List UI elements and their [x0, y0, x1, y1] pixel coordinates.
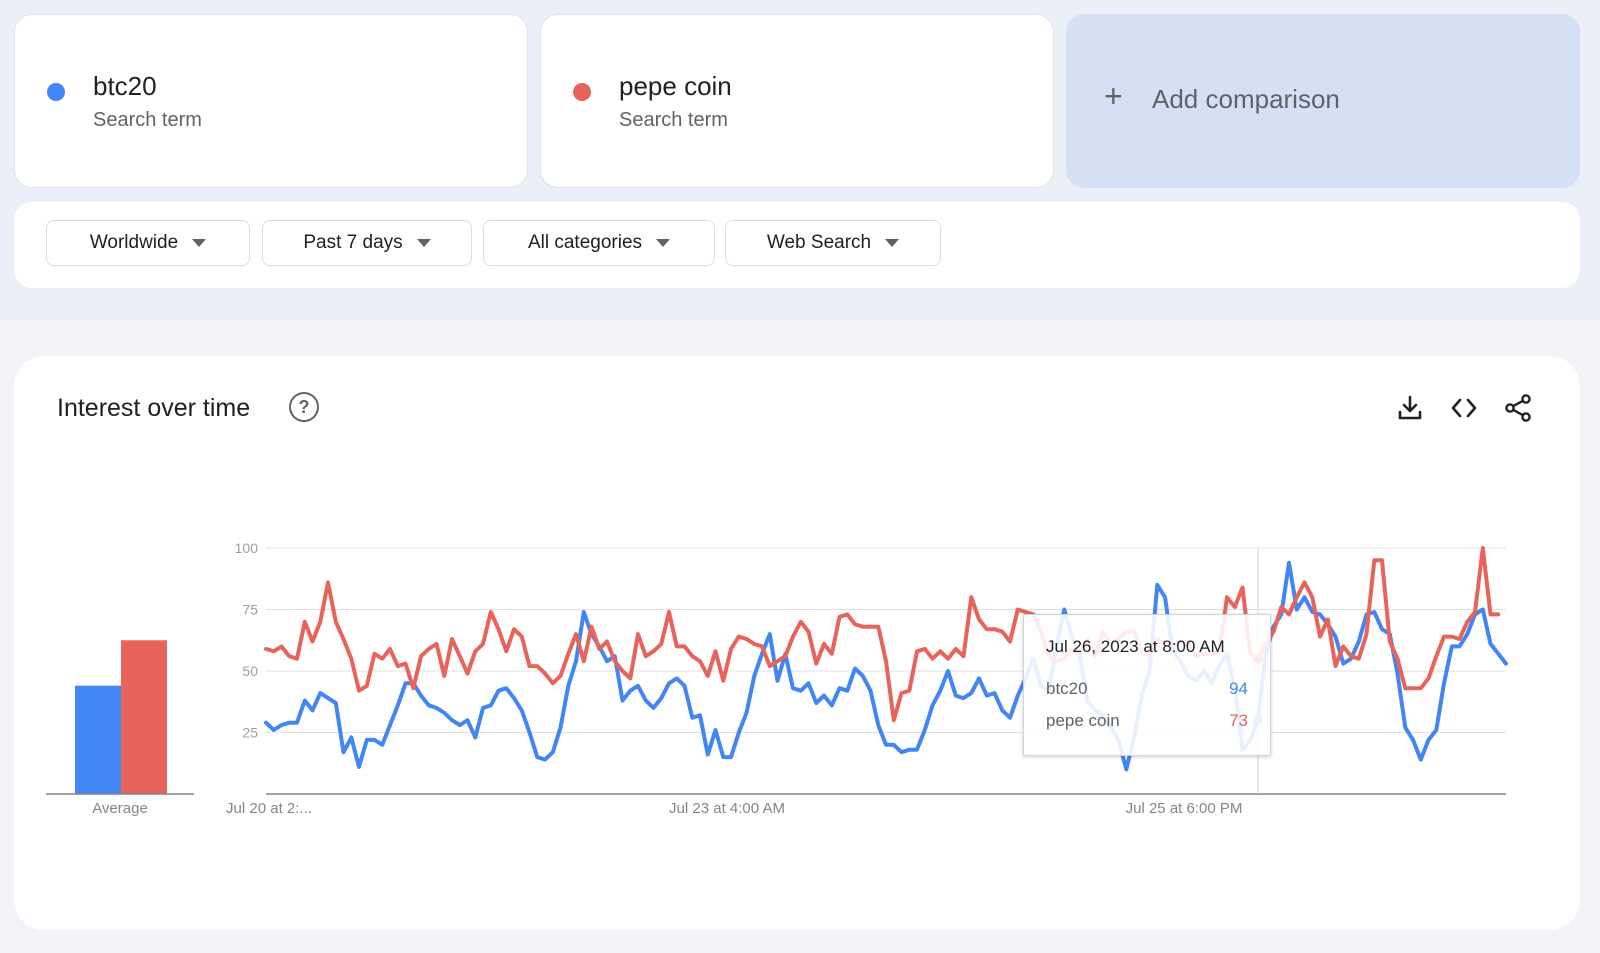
tooltip-row-btc20: btc20 94: [1046, 679, 1248, 699]
caret-down-icon: [416, 239, 431, 247]
line-chart-series: [264, 546, 1508, 772]
download-icon[interactable]: [1394, 392, 1426, 424]
term-card-pepe-coin[interactable]: pepe coin Search term: [540, 14, 1054, 188]
hover-tooltip: Jul 26, 2023 at 8:00 AM btc20 94 pepe co…: [1023, 614, 1271, 756]
filter-category-dropdown[interactable]: All categories: [483, 220, 715, 266]
term-subtitle: Search term: [619, 109, 728, 131]
y-tick-label: 25: [242, 725, 258, 741]
filter-bar: Worldwide Past 7 days All categories Web…: [14, 202, 1580, 288]
caret-down-icon: [885, 239, 900, 247]
series-color-dot: [573, 83, 591, 101]
embed-code-icon[interactable]: [1448, 392, 1480, 424]
series-line-btc20: [264, 560, 1508, 772]
average-bar-btc20[interactable]: [75, 685, 121, 794]
filter-label: Past 7 days: [303, 232, 403, 253]
average-bar-pepe-coin[interactable]: [121, 640, 167, 794]
tooltip-value: 94: [1229, 679, 1248, 698]
add-comparison-label: Add comparison: [1152, 84, 1340, 114]
interest-over-time-card: Interest over time ? Average 25 50 75 100 Ju…: [14, 356, 1580, 930]
average-label: Average: [92, 800, 148, 817]
y-tick-label: 100: [235, 540, 259, 556]
tooltip-label: pepe coin: [1046, 711, 1120, 730]
filter-location-dropdown[interactable]: Worldwide: [46, 220, 250, 266]
series-color-dot: [47, 83, 65, 101]
tooltip-value: 73: [1229, 711, 1248, 730]
filter-label: Worldwide: [89, 232, 179, 253]
term-name[interactable]: btc20: [93, 71, 157, 101]
filter-search-type-dropdown[interactable]: Web Search: [725, 220, 941, 266]
section-title: Interest over time: [57, 394, 251, 422]
y-tick-label: 75: [242, 602, 258, 618]
help-circle-icon[interactable]: ?: [289, 392, 319, 422]
term-name[interactable]: pepe coin: [619, 71, 732, 101]
series-line-pepe-coin: [264, 546, 1501, 723]
filter-label: All categories: [527, 232, 643, 253]
term-card-btc20[interactable]: btc20 Search term: [14, 14, 528, 188]
caret-down-icon: [192, 239, 207, 247]
filter-label: Web Search: [766, 232, 872, 253]
x-tick-label: Jul 23 at 4:00 AM: [669, 800, 785, 817]
x-tick-label: Jul 25 at 6:00 PM: [1126, 800, 1243, 817]
add-comparison-button[interactable]: + Add comparison: [1066, 14, 1580, 188]
filter-time-range-dropdown[interactable]: Past 7 days: [262, 220, 472, 266]
plus-icon: +: [1104, 78, 1123, 114]
tooltip-label: btc20: [1046, 679, 1088, 698]
chart-area: Average 25 50 75 100 Jul 20 at 2:... Jul 23 a…: [46, 540, 1508, 817]
tooltip-row-pepe-coin: pepe coin 73: [1046, 711, 1248, 731]
caret-down-icon: [656, 239, 671, 247]
tooltip-date: Jul 26, 2023 at 8:00 AM: [1046, 637, 1225, 656]
x-tick-label: Jul 20 at 2:...: [226, 800, 312, 817]
y-tick-label: 50: [242, 663, 258, 679]
average-bar-chart: Average: [46, 640, 194, 817]
share-icon[interactable]: [1502, 392, 1534, 424]
term-subtitle: Search term: [93, 109, 202, 131]
